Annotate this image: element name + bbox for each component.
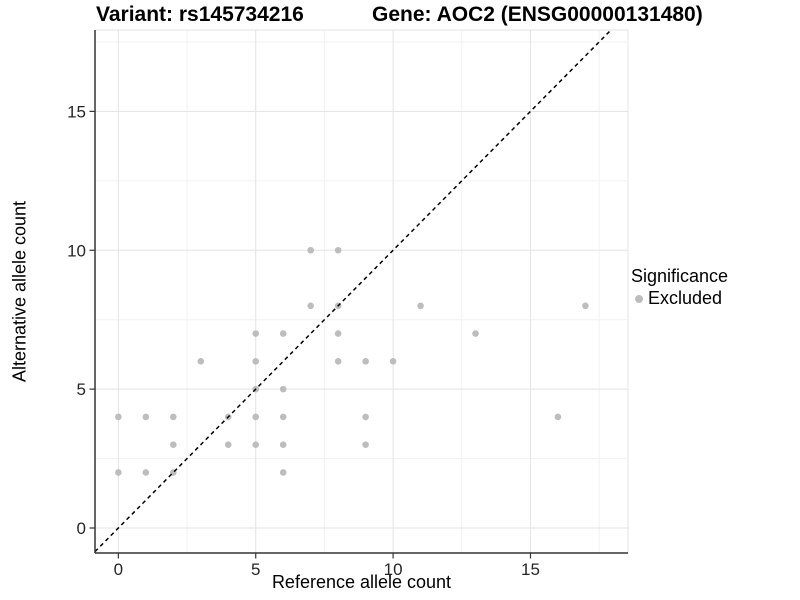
x-tick-label: 0: [114, 560, 123, 579]
y-tick-label: 15: [67, 102, 86, 121]
data-point: [142, 413, 150, 421]
data-point: [142, 469, 150, 476]
data-point: [554, 413, 562, 421]
data-point: [279, 441, 287, 448]
data-point: [389, 358, 397, 365]
identity-line: [94, 29, 612, 553]
legend-title: Significance: [631, 266, 729, 286]
legend: Significance Excluded: [631, 266, 728, 309]
y-tick-label: 5: [77, 380, 86, 399]
y-tick-label: 0: [77, 519, 86, 538]
y-tick-label: 10: [67, 241, 86, 260]
x-tick-label: 5: [251, 560, 260, 579]
x-tick-label: 10: [384, 560, 403, 579]
data-point: [279, 385, 287, 393]
data-point: [279, 469, 287, 476]
legend-point-icon: [635, 294, 643, 303]
panel-background: [94, 29, 629, 554]
x-axis-title: Reference allele count: [271, 572, 452, 592]
data-point: [334, 246, 342, 254]
data-point: [362, 413, 369, 421]
data-point: [582, 302, 589, 310]
y-axis-title: Alternative allele count: [9, 200, 30, 383]
data-point: [170, 413, 177, 421]
legend-item-label: Excluded: [648, 288, 723, 308]
data-point: [115, 469, 122, 476]
data-point: [362, 358, 369, 365]
data-point: [279, 413, 287, 421]
data-point: [307, 302, 314, 310]
data-point: [252, 441, 260, 448]
x-tick-label: 15: [521, 560, 540, 579]
data-point: [279, 330, 287, 337]
data-point: [115, 413, 122, 421]
legend-item-excluded: Excluded: [631, 288, 728, 309]
data-point: [252, 413, 260, 421]
data-point: [197, 358, 205, 365]
plot-title-gene: Gene: AOC2 (ENSG00000131480): [372, 3, 703, 26]
data-point: [334, 330, 342, 337]
data-point: [362, 441, 369, 448]
data-point: [307, 246, 314, 254]
data-point: [224, 441, 232, 448]
data-point: [252, 330, 260, 337]
data-point: [417, 302, 424, 310]
plot-title-variant: Variant: rs145734216: [96, 3, 304, 26]
data-point: [334, 358, 342, 365]
data-point: [170, 441, 177, 448]
data-point: [252, 358, 260, 365]
data-point: [472, 330, 479, 337]
